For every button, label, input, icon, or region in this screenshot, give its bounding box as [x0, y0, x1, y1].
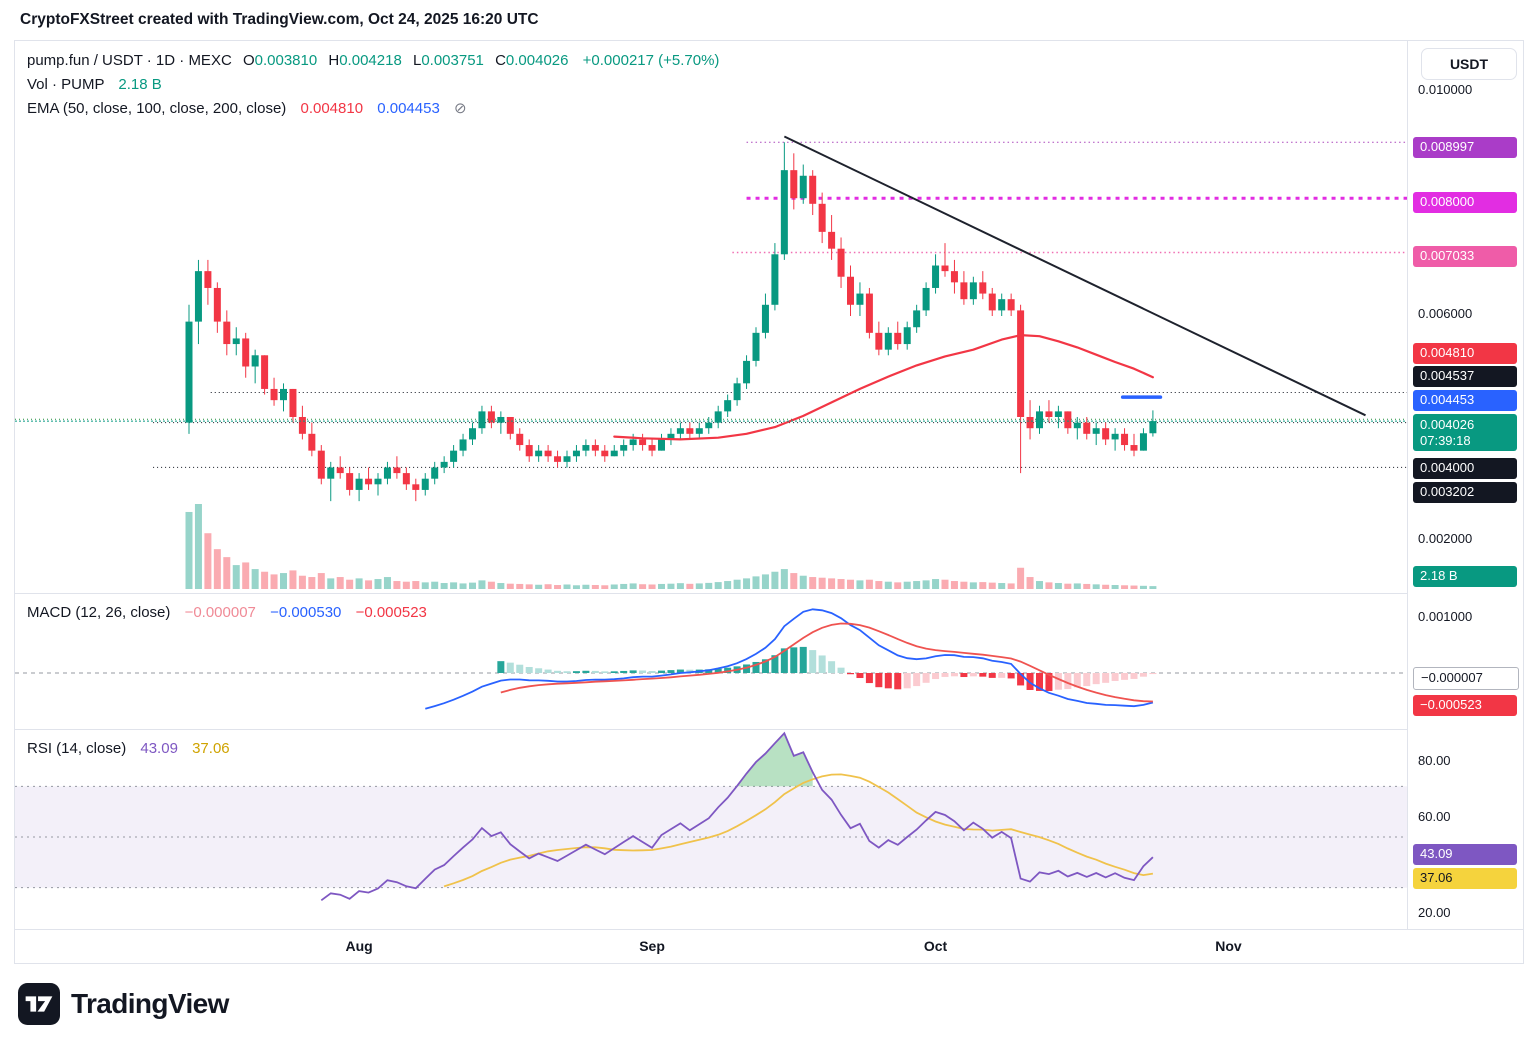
open-label: O: [242, 52, 255, 69]
price-scale-label: 0.001000: [1418, 609, 1473, 624]
price-scale-label: 43.09: [1413, 843, 1517, 865]
macd-signal-value: −0.000523: [355, 604, 427, 621]
macd-label: MACD (12, 26, close): [27, 604, 171, 621]
support-resistance-lines[interactable]: [15, 141, 1407, 468]
volume-bars: [185, 504, 1157, 589]
price-scale-label: 0.004453: [1413, 389, 1517, 411]
macd-line: [425, 608, 1154, 710]
price-scale-label: 37.06: [1413, 867, 1517, 889]
rsi-label: RSI (14, close): [27, 740, 127, 757]
rsi-row[interactable]: RSI (14, close) 43.09 37.06: [27, 737, 230, 761]
price-scale-label: −0.000007: [1413, 666, 1519, 690]
high-label: H: [328, 52, 340, 69]
price-scale-label: 0.008997: [1413, 136, 1517, 158]
price-pane-canvas[interactable]: [15, 41, 1407, 593]
open-value: 0.003810: [254, 52, 318, 69]
low-value: 0.003751: [421, 52, 484, 69]
tradingview-brand-text: TradingView: [71, 988, 229, 1019]
rsi-overbought-fill: [737, 733, 813, 787]
price-scale-label: 0.008000: [1413, 191, 1517, 213]
macd-row[interactable]: MACD (12, 26, close) −0.000007 −0.000530…: [27, 601, 427, 625]
rsi-ma-value: 37.06: [192, 740, 230, 757]
rsi-value: 43.09: [140, 740, 178, 757]
ema50-value: 0.004810: [300, 100, 364, 117]
volume-value: 2.18 B: [118, 76, 162, 93]
volume-label: Vol · PUMP: [27, 76, 105, 93]
axis-month-label: Aug: [345, 938, 373, 954]
change-value: +0.000217 (+5.70%): [582, 52, 720, 69]
macd-signal-line: [500, 622, 1153, 703]
rsi-pane-canvas[interactable]: [15, 729, 1407, 929]
price-scale-label: 0.010000: [1418, 82, 1473, 97]
currency-unit-button[interactable]: USDT: [1421, 48, 1517, 80]
axis-month-label: Oct: [923, 938, 948, 954]
price-legend: pump.fun / USDT · 1D · MEXC O0.003810 H0…: [27, 49, 719, 121]
price-scale-label: 2.18 B: [1413, 565, 1517, 587]
price-scale-label: 0.007033: [1413, 245, 1517, 267]
low-label: L: [412, 52, 422, 69]
candles: [185, 142, 1157, 502]
volume-row[interactable]: Vol · PUMP 2.18 B: [27, 73, 719, 97]
trendline[interactable]: [783, 135, 1366, 417]
rsi-line: [320, 731, 1154, 902]
attribution-text: CryptoFXStreet created with TradingView.…: [20, 11, 539, 28]
macd-line-value: −0.000530: [270, 604, 342, 621]
axis-month-label: Nov: [1215, 938, 1242, 954]
price-scale-label: 0.004026 07:39:18: [1413, 414, 1517, 451]
price-scale-label: −0.000523: [1413, 694, 1517, 716]
price-scale-label: 80.00: [1418, 753, 1451, 768]
symbol-row[interactable]: pump.fun / USDT · 1D · MEXC O0.003810 H0…: [27, 49, 719, 73]
price-scale-label: 60.00: [1418, 809, 1451, 824]
close-label: C: [495, 52, 506, 69]
symbol-title: pump.fun / USDT · 1D · MEXC: [27, 52, 232, 69]
macd-legend: MACD (12, 26, close) −0.000007 −0.000530…: [27, 601, 427, 625]
countdown-timer: 07:39:18: [1420, 432, 1471, 448]
price-scale-label: 0.002000: [1418, 531, 1473, 546]
macd-pane-canvas[interactable]: [15, 593, 1407, 729]
price-scale-separator: [1407, 41, 1408, 929]
high-value: 0.004218: [339, 52, 402, 69]
price-scale[interactable]: USDT 0.010000 0.008997 0.008000 0.007033 0.0…: [1408, 41, 1523, 929]
price-scale-label: 0.003202: [1413, 481, 1517, 503]
macd-hist-value: −0.000007: [184, 604, 256, 621]
price-scale-label: 0.006000: [1418, 306, 1473, 321]
price-scale-label: 0.004537: [1413, 365, 1517, 387]
ema-row[interactable]: EMA (50, close, 100, close, 200, close) …: [27, 97, 719, 121]
time-axis[interactable]: Aug Sep Oct Nov: [15, 930, 1407, 963]
ema50-line: [613, 334, 1155, 441]
tradingview-link[interactable]: TradingView: [18, 983, 229, 1025]
price-scale-label: 0.004000: [1413, 457, 1517, 479]
rsi-ma-line: [443, 773, 1154, 888]
ema100-value: 0.004453: [377, 100, 440, 117]
ema-label: EMA (50, close, 100, close, 200, close): [27, 100, 287, 117]
tradingview-logo-icon: [18, 983, 60, 1025]
axis-month-label: Sep: [639, 938, 665, 954]
pane-separator-macd[interactable]: [15, 593, 1523, 594]
price-scale-label: 20.00: [1418, 905, 1451, 920]
time-axis-separator: [15, 929, 1523, 930]
rsi-legend: RSI (14, close) 43.09 37.06: [27, 737, 230, 761]
macd-histogram: [497, 646, 1157, 691]
price-scale-label: 0.004810: [1413, 342, 1517, 364]
close-value: 0.004026: [505, 52, 569, 69]
chart-card: pump.fun / USDT · 1D · MEXC O0.003810 H0…: [14, 40, 1524, 964]
pane-separator-rsi[interactable]: [15, 729, 1523, 730]
ema200-nodata-icon: ⊘: [453, 100, 467, 117]
